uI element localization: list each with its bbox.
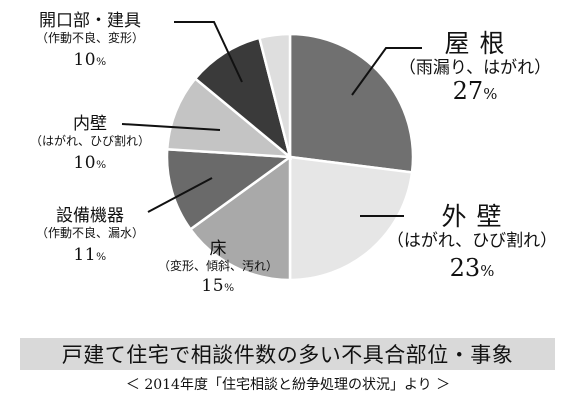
slice-label-equipment: 設備機器 （作動不良、漏水） 11% [35, 206, 144, 266]
slice-label-inner-wall: 内壁 （はがれ、ひび割れ） 10% [29, 114, 151, 174]
pie-slice-floor [188, 154, 292, 282]
slice-label-outer-wall: 外 壁 （はがれ、ひび割れ） 23% [386, 202, 558, 283]
pie-slice-equipment [165, 147, 294, 232]
pie-slice-other [257, 32, 292, 158]
leader-line-inner-wall [121, 123, 221, 131]
slice-label-roof: 屋 根 （雨漏り、はがれ） 27% [398, 29, 552, 106]
pie-slice-inner-wall [165, 76, 294, 159]
slice-label-floor: 床 （変形、傾斜、汚れ） 15% [157, 239, 278, 297]
chart-title: 戸建て住宅で相談件数の多い不具合部位・事象 [20, 338, 555, 370]
leader-line-roof [351, 47, 422, 96]
leader-line-openings [174, 21, 243, 83]
pie-slice-roof [288, 32, 415, 174]
chart-subtitle: ＜ 2014年度「住宅相談と紛争処理の状況」より ＞ [125, 377, 451, 393]
pie-slice-outer-wall [288, 155, 414, 282]
leader-line-equipment [147, 177, 213, 213]
slice-label-openings: 開口部・建具 （作動不良、変形） 10% [35, 11, 144, 71]
